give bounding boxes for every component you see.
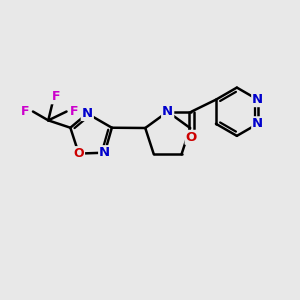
Text: N: N <box>252 93 263 106</box>
Text: N: N <box>82 107 93 120</box>
Text: N: N <box>162 105 173 118</box>
Text: N: N <box>252 117 263 130</box>
Text: N: N <box>99 146 110 159</box>
Text: F: F <box>51 90 60 103</box>
Text: F: F <box>21 105 30 118</box>
Text: O: O <box>186 131 197 144</box>
Text: F: F <box>70 105 78 118</box>
Text: O: O <box>74 147 84 160</box>
